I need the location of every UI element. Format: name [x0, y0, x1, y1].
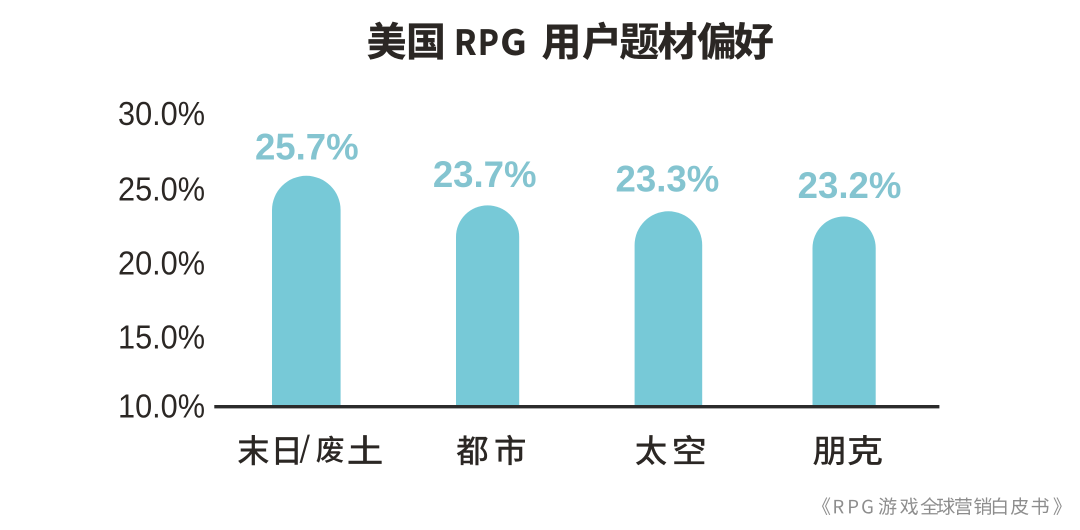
svg-text:15.0%: 15.0% [118, 319, 205, 356]
svg-text:20.0%: 20.0% [118, 244, 205, 281]
svg-text:30.0%: 30.0% [118, 95, 205, 132]
svg-text:23.2%: 23.2% [798, 165, 902, 206]
svg-text:10.0%: 10.0% [118, 387, 205, 424]
svg-text:23.3%: 23.3% [616, 159, 720, 200]
svg-text:25.7%: 25.7% [255, 127, 359, 168]
svg-text:25.0%: 25.0% [118, 170, 205, 207]
svg-text:23.7%: 23.7% [433, 154, 537, 195]
